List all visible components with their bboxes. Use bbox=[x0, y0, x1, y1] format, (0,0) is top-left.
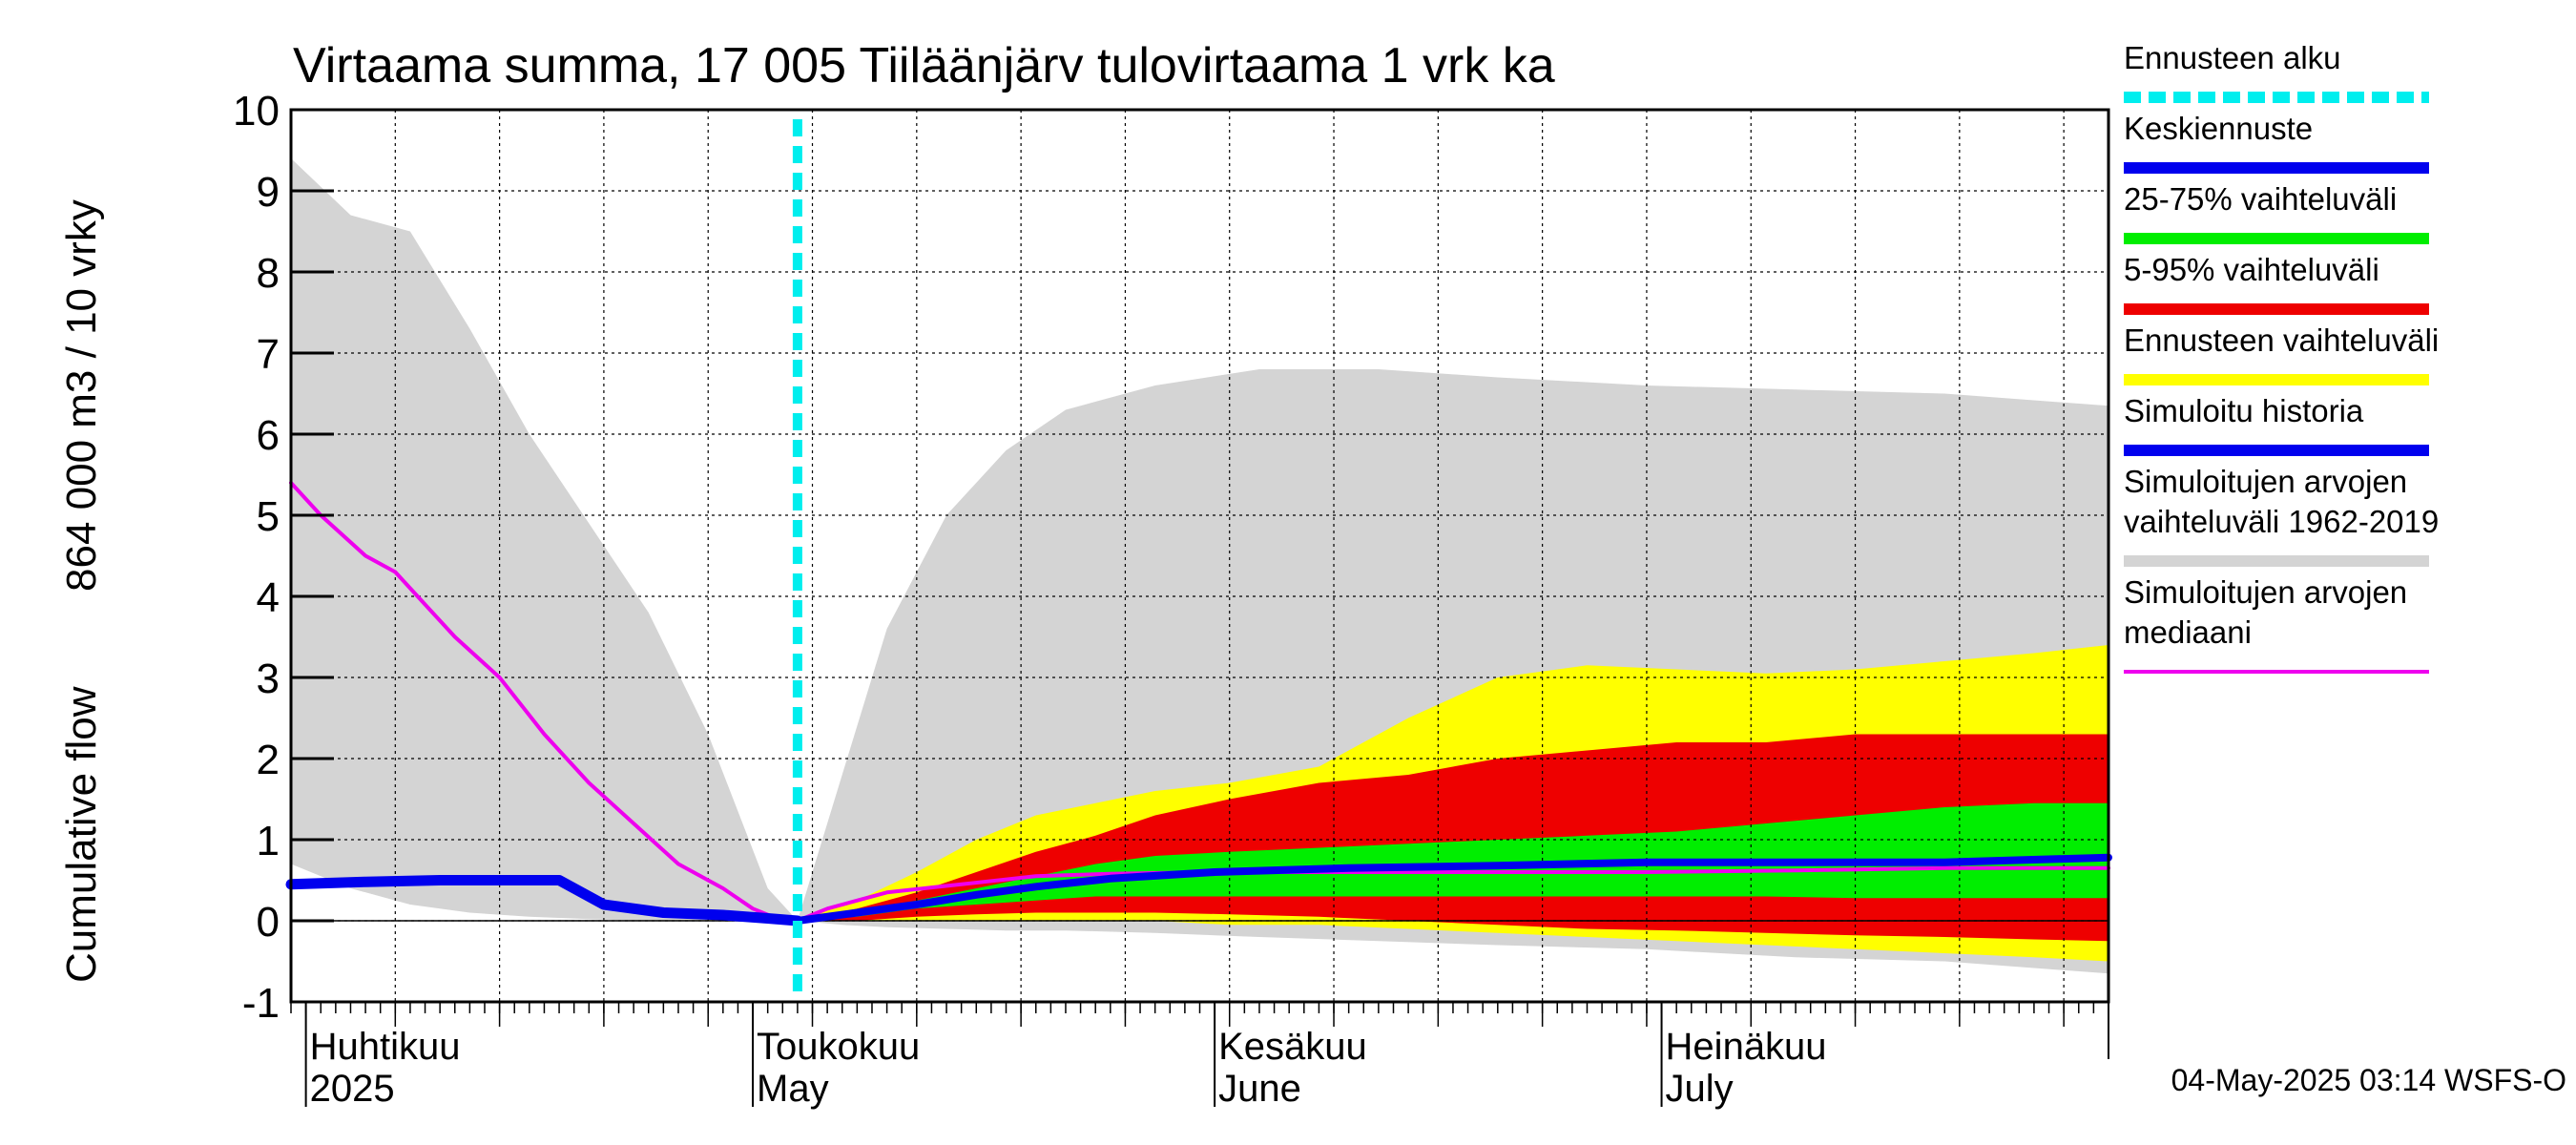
x-month-label: Kesäkuu bbox=[1218, 1026, 1367, 1068]
legend-label: Simuloitujen arvojen bbox=[2124, 574, 2407, 610]
legend-label: mediaani bbox=[2124, 614, 2252, 650]
y-tick-label: 0 bbox=[257, 899, 280, 946]
y-tick-label: 5 bbox=[257, 493, 280, 540]
y-axis-label-line-2: 864 000 m3 / 10 vrky bbox=[58, 199, 105, 592]
line-keskiennuste bbox=[793, 853, 2112, 925]
x-month-sublabel: July bbox=[1666, 1068, 1734, 1110]
legend-label: Simuloitu historia bbox=[2124, 393, 2364, 428]
y-tick-label: 4 bbox=[257, 574, 280, 621]
legend-label: Simuloitujen arvojen bbox=[2124, 464, 2407, 499]
x-month-sublabel: June bbox=[1218, 1068, 1301, 1110]
x-month-label: Heinäkuu bbox=[1666, 1026, 1827, 1068]
legend-label: 25-75% vaihteluväli bbox=[2124, 181, 2397, 217]
y-tick-label: 6 bbox=[257, 412, 280, 459]
y-tick-label: -1 bbox=[242, 980, 280, 1027]
legend-label: vaihteluväli 1962-2019 bbox=[2124, 504, 2439, 539]
y-axis-label-line-1: Cumulative flow bbox=[58, 686, 105, 983]
legend-label: Ennusteen alku bbox=[2124, 40, 2341, 75]
legend-label: Ennusteen vaihteluväli bbox=[2124, 323, 2439, 358]
line-simuloitu-historia bbox=[285, 875, 803, 926]
x-month-label: Toukokuu bbox=[757, 1026, 920, 1068]
legend-label: Keskiennuste bbox=[2124, 111, 2313, 146]
x-month-sublabel: 2025 bbox=[310, 1068, 395, 1110]
y-tick-label: 2 bbox=[257, 737, 280, 783]
y-tick-label: 9 bbox=[257, 169, 280, 216]
legend-label: 5-95% vaihteluväli bbox=[2124, 252, 2379, 287]
timestamp-label: 04-May-2025 03:14 WSFS-O bbox=[2171, 1063, 2566, 1097]
y-tick-label: 3 bbox=[257, 656, 280, 702]
plot-area bbox=[285, 110, 2112, 1002]
x-month-label: Huhtikuu bbox=[310, 1026, 461, 1068]
chart-title: Virtaama summa, 17 005 Tiiläänjärv tulov… bbox=[293, 38, 1555, 94]
legend: Ennusteen alku Keskiennuste 25-75% vaihtel… bbox=[2124, 40, 2439, 674]
y-tick-label: 10 bbox=[233, 88, 280, 135]
x-month-sublabel: May bbox=[757, 1068, 829, 1110]
y-tick-label: 1 bbox=[257, 818, 280, 864]
y-tick-label: 8 bbox=[257, 250, 280, 297]
y-tick-label: 7 bbox=[257, 331, 280, 378]
